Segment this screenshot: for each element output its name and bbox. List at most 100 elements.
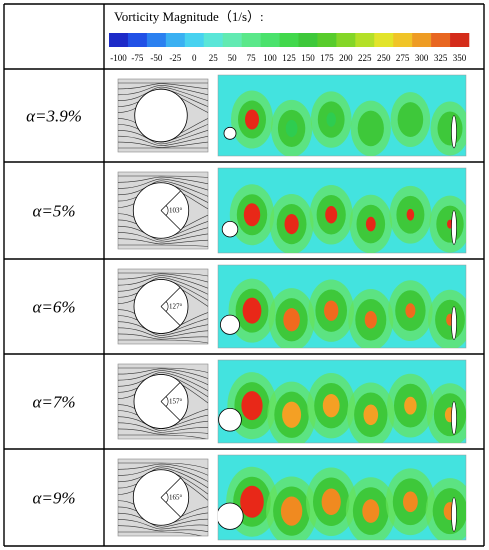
colorbar-swatch: [374, 33, 394, 47]
cylinder: [221, 220, 239, 238]
vortex: [240, 485, 264, 518]
colorbar-tick-label: 200: [339, 53, 353, 63]
vortex: [362, 499, 380, 523]
streamline-panel: 165°: [117, 458, 209, 537]
cylinder-outline: [134, 88, 188, 143]
colorbar-swatch: [184, 33, 205, 47]
separation-angle-label: 165°: [169, 494, 183, 502]
separation-angle-label: 127°: [169, 303, 183, 311]
colorbar-swatch: [393, 33, 413, 47]
vortex: [321, 488, 341, 515]
colorbar-swatch: [298, 33, 318, 47]
cylinder: [218, 502, 244, 530]
vortex: [241, 391, 263, 421]
vortex: [322, 393, 340, 418]
vortex: [405, 303, 416, 319]
cylinder: [219, 314, 240, 335]
vortex: [245, 109, 259, 130]
colorbar-swatch: [146, 33, 167, 47]
colorbar-swatch: [412, 33, 432, 47]
colorbar-swatch: [127, 33, 148, 47]
vortex: [242, 297, 262, 324]
colorbar-tick-label: 75: [247, 53, 257, 63]
colorbar-swatch: [336, 33, 356, 47]
result-row: α=5% 103°: [32, 167, 467, 254]
downstream-blade: [451, 401, 457, 436]
downstream-blade: [451, 210, 457, 245]
colorbar-swatch: [241, 33, 261, 47]
streamline-panel: 103°: [117, 171, 209, 250]
colorbar-tick-label: 250: [377, 53, 391, 63]
colorbar-tick-label: -75: [131, 53, 143, 63]
colorbar-swatch: [222, 33, 242, 47]
colorbar-tick-label: -100: [110, 53, 127, 63]
colorbar-swatch: [165, 33, 186, 47]
vortex: [283, 308, 300, 332]
alpha-label: α=6%: [32, 298, 75, 317]
separation-angle-label: 103°: [169, 207, 183, 215]
alpha-label: α=9%: [32, 489, 75, 508]
streamline-panel: 127°: [117, 268, 209, 345]
colorbar-tick-label: 350: [453, 53, 467, 63]
colorbar-tick-label: 50: [228, 53, 238, 63]
vortex: [406, 208, 415, 221]
colorbar-tick-label: 175: [320, 53, 334, 63]
alpha-label: α=7%: [32, 393, 75, 412]
colorbar-tick-label: 150: [301, 53, 315, 63]
colorbar-tick-label: -50: [150, 53, 162, 63]
colorbar-swatch: [355, 33, 375, 47]
vortex: [285, 119, 298, 138]
streamline-panel: [117, 78, 209, 153]
vortex: [363, 404, 379, 426]
colorbar-legend: Vorticity Magnitude（1/s）: -100 -75 -50 -25 0…: [109, 9, 470, 63]
colorbar-swatch: [450, 33, 470, 47]
vorticity-contour-panel: [217, 264, 467, 349]
cylinder: [218, 407, 242, 432]
colorbar-tick-label: 125: [282, 53, 296, 63]
colorbar-tick-label: 275: [396, 53, 410, 63]
vortex: [365, 216, 376, 232]
colorbar-swatch: [109, 33, 129, 47]
table-grid: [3, 3, 485, 547]
colorbar-tick-label: 0: [192, 53, 197, 63]
vortex: [243, 203, 261, 227]
alpha-label: α=3.9%: [26, 107, 82, 126]
vortex: [364, 310, 377, 329]
streamline-panel: 157°: [117, 363, 209, 440]
colorbar-swatch: [279, 33, 299, 47]
colorbar-tick-label: 225: [358, 53, 372, 63]
vortex: [326, 112, 337, 127]
vorticity-contour-panel: [217, 454, 467, 541]
legend-title: Vorticity Magnitude（1/s）:: [114, 9, 264, 24]
colorbar-swatch: [317, 33, 337, 47]
colorbar-swatch: [203, 33, 223, 47]
colorbar-tick-label: 25: [209, 53, 219, 63]
colorbar-tick-label: 325: [434, 53, 448, 63]
downstream-blade: [451, 497, 457, 532]
vortex: [325, 206, 338, 224]
vortex: [404, 396, 417, 415]
vortex: [282, 401, 302, 428]
vorticity-contour-panel: [217, 167, 467, 254]
result-row: α=7% 157°: [32, 359, 467, 444]
separation-angle-label: 157°: [169, 398, 183, 406]
colorbar-swatch: [431, 33, 451, 47]
cylinder: [223, 126, 237, 140]
vortex: [403, 491, 418, 513]
colorbar-swatch: [260, 33, 280, 47]
colorbar-tick-label: 300: [415, 53, 429, 63]
downstream-blade: [451, 306, 457, 341]
alpha-label: α=5%: [32, 202, 75, 221]
colorbar-tick-label: 100: [263, 53, 277, 63]
result-row: α=6% 127°: [32, 264, 467, 349]
vortex: [324, 300, 339, 321]
result-row: α=9% 165°: [32, 454, 467, 541]
result-row: α=3.9%: [26, 74, 467, 157]
vorticity-contour-panel: [217, 74, 467, 157]
vortex: [284, 214, 299, 235]
vortex: [280, 496, 303, 526]
downstream-blade: [451, 115, 457, 149]
colorbar-tick-label: -25: [169, 53, 181, 63]
vorticity-contour-panel: [217, 359, 467, 444]
